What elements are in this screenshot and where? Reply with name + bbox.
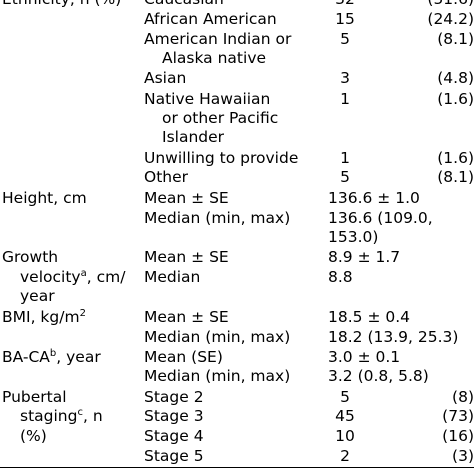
stat-label: Median (144, 268, 201, 286)
row-label-pubertal-continued: (%) (20, 427, 47, 445)
count-value: 32 (328, 0, 362, 9)
percent-value: (24.2) (427, 10, 474, 28)
stat-label: Mean ± SE (144, 308, 229, 326)
category-label-continued: Islander (162, 128, 225, 146)
row-label-height: Height, cm (2, 189, 87, 207)
percent-value: (8.1) (437, 30, 474, 48)
category-label: Stage 5 (144, 447, 204, 465)
category-label: American Indian or (144, 30, 292, 48)
stat-value: 136.6 ± 1.0 (328, 189, 420, 207)
count-value: 1 (340, 90, 350, 108)
row-label-baca: BA-CAb, year (2, 347, 101, 366)
category-label: Unwilling to provide (144, 149, 299, 167)
category-label-continued: or other Pacific (162, 109, 279, 127)
percent-value: (16) (442, 427, 474, 445)
percent-value: (3) (452, 447, 474, 465)
stat-label: Median (min, max) (144, 209, 291, 227)
stat-value: 18.5 ± 0.4 (328, 308, 411, 326)
percent-value: (51.6) (418, 0, 474, 9)
percent-value: (4.8) (437, 69, 474, 87)
category-label: African American (144, 10, 277, 28)
percent-value: (1.6) (437, 149, 474, 167)
stat-value: 136.6 (109.0, (328, 209, 433, 227)
stat-label: Mean ± SE (144, 248, 229, 266)
count-value: 15 (335, 10, 355, 28)
row-label-bmi: BMI, kg/m2 (2, 307, 86, 326)
stat-value: 8.8 (328, 268, 353, 286)
row-label-growth: Growth (2, 248, 59, 266)
stat-value: 18.2 (13.9, 25.3) (328, 328, 459, 346)
category-label: Native Hawaiian (144, 90, 271, 108)
stat-label: Mean ± SE (144, 189, 229, 207)
category-label: Other (144, 168, 189, 186)
row-label-growth-continued: velocitya, cm/ (20, 267, 126, 286)
count-value: 10 (335, 427, 355, 445)
category-label: Stage 4 (144, 427, 204, 445)
count-value: 5 (340, 30, 350, 48)
row-label-pubertal-continued: stagingc, n (20, 406, 103, 425)
row-label-growth-continued: year (20, 287, 55, 305)
stat-label: Mean (SE) (144, 348, 223, 366)
count-value: 3 (340, 69, 350, 87)
count-value: 45 (335, 407, 355, 425)
stat-value: 3.0 ± 0.1 (328, 348, 401, 366)
count-value: 2 (340, 447, 350, 465)
category-label: Caucasian (144, 0, 224, 9)
stat-value: 3.2 (0.8, 5.8) (328, 367, 429, 385)
row-label-pubertal: Pubertal (2, 388, 67, 406)
category-label: Asian (144, 69, 187, 87)
percent-value: (1.6) (437, 90, 474, 108)
category-label-continued: Alaska native (162, 49, 267, 67)
category-label: Stage 2 (144, 388, 204, 406)
stat-value: 8.9 ± 1.7 (328, 248, 401, 266)
category-label: Stage 3 (144, 407, 204, 425)
count-value: 5 (340, 388, 350, 406)
stat-label: Median (min, max) (144, 328, 291, 346)
stat-value-continued: 153.0) (328, 228, 379, 246)
table-bottom-rule (0, 467, 474, 468)
percent-value: (73) (442, 407, 474, 425)
stat-label: Median (min, max) (144, 367, 291, 385)
count-value: 1 (340, 149, 350, 167)
count-value: 5 (340, 168, 350, 186)
percent-value: (8) (452, 388, 474, 406)
percent-value: (8.1) (437, 168, 474, 186)
row-label-ethnicity: Ethnicity, n (%) (2, 0, 121, 9)
